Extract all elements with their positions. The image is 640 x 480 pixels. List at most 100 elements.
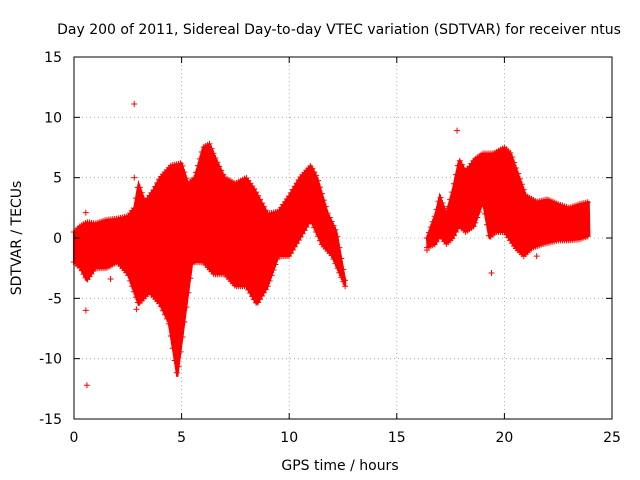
segment-1-point xyxy=(295,237,302,244)
segment-1-point xyxy=(309,220,316,227)
segment-1-point xyxy=(309,165,316,172)
segment-1-point xyxy=(318,190,325,197)
segment-2-point xyxy=(456,157,463,164)
segment-2-point xyxy=(445,203,452,210)
segment-2-point xyxy=(511,159,518,166)
segment-2-point xyxy=(451,180,458,187)
segment-1-point xyxy=(191,175,198,182)
y-axis-label: SDTVAR / TECUs xyxy=(9,181,25,296)
segment-1-point xyxy=(330,256,337,263)
segment-1-point xyxy=(315,233,322,240)
segment-2-point xyxy=(584,233,591,240)
segment-1-point xyxy=(162,311,169,318)
outlier-point xyxy=(82,307,89,314)
segment-2-point xyxy=(433,238,440,245)
segment-2-point xyxy=(423,235,430,241)
segment-2-point xyxy=(472,219,479,226)
outlier-point xyxy=(107,276,114,283)
segment-1-point xyxy=(258,200,265,207)
segment-1-point xyxy=(262,207,269,214)
segment-1-point xyxy=(154,179,161,186)
segment-2-point xyxy=(509,154,516,161)
segment-1-point xyxy=(299,230,306,237)
segment-1-point xyxy=(289,186,296,193)
x-tick-label: 25 xyxy=(603,430,621,446)
segment-1-point xyxy=(256,296,263,303)
segment-1-point xyxy=(78,267,85,274)
segment-1-point xyxy=(311,224,318,231)
segment-1-point xyxy=(289,246,296,253)
segment-1-point xyxy=(249,293,256,300)
segment-1-point xyxy=(136,184,143,191)
segment-2-point xyxy=(437,194,444,201)
segment-1-point xyxy=(293,180,300,187)
segment-1-point xyxy=(274,256,281,263)
segment-1-point xyxy=(254,192,261,199)
segment-1-point xyxy=(338,255,345,262)
segment-1-point xyxy=(293,240,300,247)
segment-1-point xyxy=(336,269,343,276)
segment-1-point xyxy=(127,277,134,284)
segment-1-point xyxy=(287,250,294,257)
segment-1-point xyxy=(332,226,339,233)
segment-2-point xyxy=(514,170,521,177)
segment-1-point xyxy=(330,222,337,229)
x-tick-label: 20 xyxy=(495,430,513,446)
segment-2-point xyxy=(480,200,487,207)
segment-2-point xyxy=(520,186,527,193)
segment-1-point xyxy=(185,289,192,296)
segment-2-point xyxy=(431,213,438,220)
segment-2-point xyxy=(454,162,461,169)
segment-2-point xyxy=(433,206,440,213)
segment-1-point xyxy=(181,169,188,176)
segment-1-point xyxy=(150,187,157,194)
segment-2-point xyxy=(470,223,477,230)
segment-1-point xyxy=(256,196,263,203)
segment-1-point xyxy=(129,283,136,290)
outlier-point xyxy=(454,127,461,134)
segment-2-point xyxy=(427,224,434,231)
segment-2-point xyxy=(443,210,450,217)
segment-2-point xyxy=(435,198,442,205)
segment-1-point xyxy=(322,203,329,210)
segment-1-point xyxy=(177,348,184,355)
data-series xyxy=(71,101,591,389)
outlier-point xyxy=(83,382,90,389)
segment-1-point xyxy=(320,197,327,204)
segment-1-point xyxy=(291,183,298,190)
segment-2-point xyxy=(507,149,514,156)
x-tick-label: 0 xyxy=(70,430,79,446)
segment-1-point xyxy=(332,260,339,267)
segment-1-point xyxy=(303,224,310,231)
segment-1-point xyxy=(258,293,265,300)
segment-1-point xyxy=(328,252,335,259)
segment-1-point xyxy=(218,167,225,174)
segment-1-point xyxy=(285,193,292,200)
segment-1-point xyxy=(163,315,170,322)
segment-1-point xyxy=(264,283,271,290)
segment-1-point xyxy=(328,218,335,225)
y-tick-label: -5 xyxy=(48,291,62,307)
y-tick-label: 5 xyxy=(53,171,62,187)
segment-1-point xyxy=(171,357,178,364)
segment-1-point xyxy=(76,264,83,271)
segment-1-point xyxy=(156,300,163,307)
segment-1-point xyxy=(220,171,227,178)
segment-2-point xyxy=(451,232,458,239)
segment-2-point xyxy=(516,175,523,182)
segment-2-point xyxy=(452,171,459,178)
segment-1-point xyxy=(175,363,182,370)
segment-1-point xyxy=(247,290,254,297)
segment-2-point xyxy=(518,181,525,188)
segment-1-point xyxy=(301,227,308,234)
x-tick-label: 5 xyxy=(177,430,186,446)
segment-1-point xyxy=(187,275,194,282)
segment-2-point xyxy=(482,210,489,217)
segment-1-point xyxy=(80,271,87,278)
segment-1-point xyxy=(338,274,345,281)
segment-2-point xyxy=(452,228,459,235)
segment-2-point xyxy=(439,200,446,207)
segment-1-point xyxy=(334,265,341,272)
segment-1-point xyxy=(313,172,320,179)
outlier-point xyxy=(488,269,495,276)
